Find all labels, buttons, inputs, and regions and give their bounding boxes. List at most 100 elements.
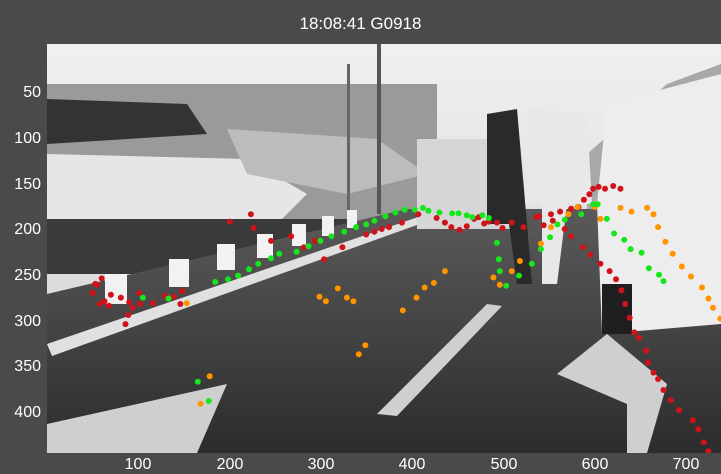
red-feature-point (300, 244, 307, 251)
orange-feature-point (516, 258, 523, 264)
orange-feature-point (334, 285, 341, 292)
red-feature-point (613, 276, 619, 283)
green-feature-point (246, 266, 252, 273)
y-tick-50: 50 (23, 84, 41, 101)
red-feature-point (94, 281, 101, 288)
red-feature-point (602, 185, 608, 192)
green-feature-point (495, 256, 502, 263)
red-feature-point (96, 301, 103, 307)
red-feature-point (122, 321, 129, 328)
orange-feature-point (421, 284, 428, 291)
orange-feature-point (628, 208, 635, 215)
red-feature-point (700, 439, 707, 446)
red-feature-point (101, 298, 108, 305)
mast-2 (347, 64, 350, 214)
red-feature-point (695, 426, 702, 433)
red-feature-point (508, 219, 515, 226)
green-feature-point (212, 279, 219, 285)
orange-feature-point (669, 250, 676, 257)
orange-feature-point (537, 240, 544, 247)
boat-hull (47, 154, 307, 224)
red-feature-point (456, 226, 463, 233)
red-feature-point (321, 256, 328, 263)
green-feature-point (255, 260, 262, 267)
x-tick-400: 400 (398, 456, 426, 473)
van-wheel (602, 284, 632, 334)
red-feature-point (126, 299, 133, 306)
x-tick-500: 500 (490, 456, 518, 473)
green-feature-point (235, 272, 242, 279)
green-feature-point (656, 271, 662, 278)
red-feature-point (645, 359, 651, 366)
red-feature-point (371, 228, 378, 235)
green-feature-point (455, 210, 462, 217)
red-feature-point (171, 293, 177, 300)
green-feature-point (317, 237, 324, 244)
green-feature-point (611, 230, 618, 237)
orange-feature-point (644, 204, 651, 211)
green-feature-point (537, 246, 544, 253)
x-tick-700: 700 (672, 456, 700, 473)
video-frame (47, 44, 721, 453)
green-feature-point (305, 243, 312, 250)
green-feature-point (463, 212, 470, 219)
y-tick-200: 200 (14, 221, 41, 238)
orange-feature-point (574, 204, 581, 210)
red-feature-point (288, 233, 295, 240)
orange-feature-point (362, 342, 369, 349)
orange-feature-point (688, 273, 694, 280)
red-feature-point (587, 251, 594, 258)
red-feature-point (561, 226, 568, 232)
red-feature-point (533, 214, 540, 221)
green-feature-point (425, 207, 432, 214)
red-feature-point (339, 244, 346, 251)
red-feature-point (499, 225, 506, 231)
red-feature-point (568, 205, 575, 212)
x-tick-300: 300 (307, 456, 335, 473)
green-feature-point (392, 209, 399, 216)
red-feature-point (106, 302, 112, 309)
green-feature-point (645, 265, 652, 272)
red-feature-point (129, 304, 136, 311)
red-feature-point (540, 222, 547, 229)
green-feature-point (436, 209, 443, 216)
red-feature-point (580, 196, 587, 203)
orange-feature-point (322, 298, 329, 305)
green-feature-point (528, 260, 535, 267)
pedestrian-woman (487, 109, 532, 284)
red-feature-point (655, 376, 662, 382)
red-feature-point (247, 211, 254, 218)
green-feature-point (205, 398, 212, 404)
green-feature-point (516, 272, 522, 279)
orange-feature-point (508, 268, 515, 275)
green-feature-point (496, 268, 503, 275)
green-feature-point (590, 201, 597, 208)
green-feature-point (594, 201, 601, 208)
red-feature-point (150, 300, 156, 307)
boat-cover (47, 99, 207, 144)
orange-feature-point (597, 215, 604, 222)
y-tick-250: 250 (14, 267, 41, 284)
red-feature-point (606, 268, 613, 275)
image-plot-area[interactable] (47, 44, 721, 453)
red-feature-point (415, 211, 422, 218)
red-feature-point (643, 347, 650, 354)
red-feature-point (590, 185, 597, 192)
y-tick-400: 400 (14, 404, 41, 421)
green-feature-point (449, 210, 456, 217)
red-feature-point (89, 290, 96, 296)
y-tick-100: 100 (14, 130, 41, 147)
red-feature-point (549, 217, 556, 224)
orange-feature-point (705, 295, 712, 302)
red-feature-point (481, 220, 488, 227)
orange-feature-point (441, 268, 448, 275)
orange-feature-point (183, 300, 190, 307)
green-feature-point (578, 211, 585, 218)
red-feature-point (378, 226, 385, 232)
red-feature-point (363, 231, 370, 238)
red-feature-point (618, 287, 625, 294)
green-feature-point (328, 233, 335, 240)
orange-feature-point (717, 315, 721, 322)
red-feature-point (667, 397, 674, 404)
red-feature-point (676, 407, 683, 414)
